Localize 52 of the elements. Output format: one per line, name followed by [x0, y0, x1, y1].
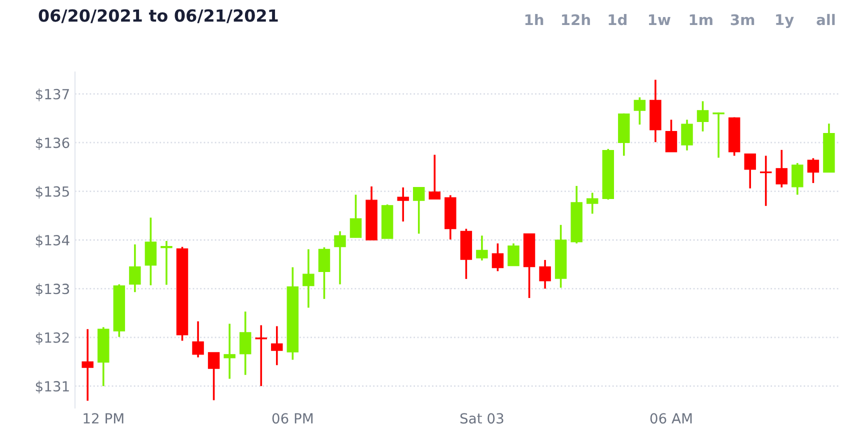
candlestick	[476, 234, 488, 262]
text: 1y	[776, 14, 794, 28]
candlestick	[586, 192, 598, 215]
candlestick	[129, 243, 141, 294]
y-tick-label: $133	[36, 283, 70, 296]
y-tick-label: $136	[36, 137, 70, 150]
text: 12h	[562, 14, 590, 26]
candlestick	[192, 320, 204, 358]
candlestick	[428, 154, 440, 200]
candlestick	[776, 149, 788, 188]
y-tick-label: $131	[36, 380, 69, 394]
candlestick	[397, 186, 409, 222]
text: 3m	[730, 14, 754, 26]
candlestick	[412, 186, 425, 235]
text: 1w	[648, 14, 670, 26]
x-tick-label: 06 PM	[272, 413, 313, 424]
candlestick	[318, 246, 330, 300]
candlestick	[208, 352, 220, 402]
y-tick-label: $134	[36, 234, 70, 248]
candlestick	[255, 324, 267, 387]
candlestick	[508, 242, 520, 267]
candlestick	[792, 162, 804, 196]
candlestick	[712, 112, 724, 159]
candlestick	[334, 230, 346, 286]
candlestick	[224, 322, 236, 380]
chart-title: 06/20/2021 to 06/21/2021	[38, 9, 278, 24]
text: 1h	[525, 14, 544, 26]
candlestick	[681, 118, 693, 152]
text: all	[816, 14, 835, 26]
candlestick	[492, 242, 504, 272]
x-tick-label: 12 PM	[84, 413, 124, 424]
candlestick	[144, 216, 157, 286]
candlestick	[82, 328, 94, 402]
candlestick	[634, 96, 646, 126]
candlestick	[760, 154, 772, 207]
candlestick	[807, 157, 820, 184]
candlestick	[539, 259, 551, 290]
x-tick-label: 06 AM	[650, 413, 692, 424]
candlestick	[665, 118, 678, 153]
text: 1d	[608, 14, 626, 26]
candlestick	[744, 152, 756, 190]
candlestick	[271, 325, 283, 366]
y-tick-label: $132	[36, 332, 69, 345]
candlestick	[239, 310, 252, 376]
candlestick	[696, 100, 709, 132]
x-tick-label: Sat 03	[460, 413, 504, 424]
y-tick-label: $135	[36, 186, 69, 199]
text: 1m	[690, 14, 712, 26]
candlestick	[302, 248, 314, 309]
y-tick-label: $137	[36, 88, 69, 102]
candlestick	[350, 194, 362, 238]
candlestick	[160, 240, 172, 286]
